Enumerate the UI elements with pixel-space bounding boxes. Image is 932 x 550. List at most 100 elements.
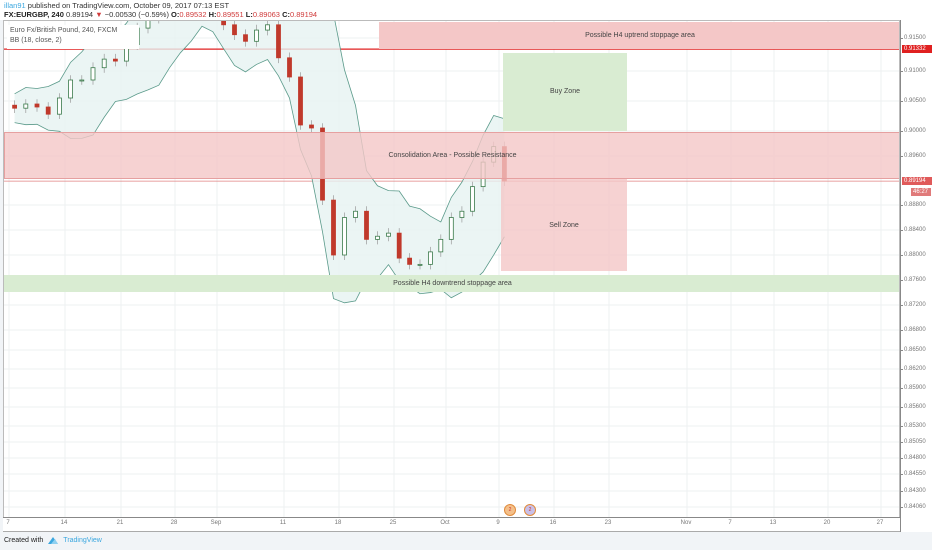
last-price: 0.89194 bbox=[65, 10, 94, 19]
bollinger-band-fill bbox=[14, 21, 505, 303]
last-price-tag: 0.89194 bbox=[902, 177, 932, 186]
candle bbox=[386, 232, 391, 237]
bar-countdown-tag: 46:27 bbox=[911, 188, 931, 197]
event-count: 2 bbox=[508, 507, 512, 513]
price-tick-label: 0.87200 bbox=[900, 302, 926, 308]
buy-zone-label: Buy Zone bbox=[550, 88, 580, 96]
sell-zone-label: Sell Zone bbox=[549, 221, 579, 229]
time-axis[interactable]: 7 14 21 28 Sep 11 18 25 Oct 9 16 23 Nov 7 13 20 27 bbox=[3, 517, 900, 532]
candle bbox=[407, 257, 413, 265]
candle bbox=[101, 58, 107, 69]
price-tick-label: 0.85600 bbox=[900, 404, 926, 410]
low-value: 0.89063 bbox=[252, 10, 280, 19]
price-axis[interactable]: 0.91332 0.89194 46:27 0.91500 0.91000 0.90… bbox=[900, 20, 932, 532]
candle bbox=[459, 210, 465, 218]
consolidation-zone[interactable]: Consolidation Area - Possible Resistance bbox=[4, 132, 899, 180]
price-tick-label: 0.84060 bbox=[900, 504, 926, 510]
eu-flag-event-icon[interactable]: 2 bbox=[524, 504, 536, 516]
price-tick-label: 0.86500 bbox=[900, 347, 926, 353]
legend-indicator[interactable]: BB (18, close, 2) bbox=[10, 37, 62, 44]
candle bbox=[232, 24, 237, 36]
candle bbox=[90, 67, 96, 81]
price-tick-label: 0.84550 bbox=[900, 471, 926, 477]
author-link[interactable]: illan91 bbox=[4, 1, 26, 10]
price-tick-label: 0.85900 bbox=[900, 385, 926, 391]
uk-flag-event-icon[interactable]: 2 bbox=[504, 504, 516, 516]
time-tick-label: 25 bbox=[389, 520, 397, 526]
close-label: C: bbox=[282, 10, 290, 19]
time-tick-label: 18 bbox=[334, 520, 342, 526]
time-tick-label: 16 bbox=[549, 520, 557, 526]
open-value: 0.89532 bbox=[179, 10, 207, 19]
buy-zone[interactable]: Buy Zone bbox=[503, 52, 627, 131]
footer: Created with TradingView bbox=[4, 536, 102, 545]
price-tick-label: 0.86200 bbox=[900, 366, 926, 372]
time-tick-label: 28 bbox=[170, 520, 178, 526]
publish-info: published on TradingView.com, October 09… bbox=[27, 1, 230, 10]
tradingview-brand-link[interactable]: TradingView bbox=[63, 537, 102, 544]
uptrend-stoppage-label: Possible H4 uptrend stoppage area bbox=[585, 31, 695, 39]
downtrend-stoppage-zone[interactable]: Possible H4 downtrend stoppage area bbox=[4, 275, 899, 292]
price-tick-label: 0.84300 bbox=[900, 488, 926, 494]
candle bbox=[68, 79, 73, 99]
downtrend-stoppage-label: Possible H4 downtrend stoppage area bbox=[393, 279, 512, 287]
candle bbox=[417, 263, 423, 266]
chart-legend: Euro Fx/British Pound, 240, FXCM BB (18,… bbox=[7, 25, 139, 49]
uptrend-stoppage-zone[interactable]: Possible H4 uptrend stoppage area bbox=[379, 21, 899, 50]
time-tick-label: 7 bbox=[6, 520, 10, 526]
low-label: L: bbox=[245, 10, 253, 19]
price-tick-label: 0.85050 bbox=[900, 439, 926, 445]
event-count: 2 bbox=[528, 507, 532, 513]
time-tick-label: 11 bbox=[279, 520, 287, 526]
candle bbox=[309, 124, 314, 129]
candle bbox=[364, 210, 369, 240]
candle bbox=[438, 238, 444, 253]
price-tick-label: 0.86800 bbox=[900, 327, 926, 333]
candle bbox=[79, 79, 85, 82]
time-tick-label: Nov bbox=[680, 520, 692, 526]
candle bbox=[145, 21, 151, 29]
candle bbox=[243, 34, 248, 42]
time-tick-label: Oct bbox=[440, 520, 450, 526]
tradingview-logo-icon bbox=[48, 537, 59, 544]
candle bbox=[12, 104, 18, 109]
candle bbox=[353, 210, 358, 218]
time-tick-label: 7 bbox=[728, 520, 732, 526]
price-tick-label: 0.90000 bbox=[900, 128, 926, 134]
candle bbox=[427, 251, 433, 265]
price-tick-label: 0.91500 bbox=[900, 35, 926, 41]
candle bbox=[276, 24, 281, 59]
publication-header: illan91 published on TradingView.com, Oc… bbox=[0, 0, 932, 20]
time-tick-label: 27 bbox=[876, 520, 884, 526]
candle bbox=[396, 232, 402, 259]
candle bbox=[342, 217, 347, 256]
candle bbox=[287, 57, 292, 78]
chart-canvas bbox=[4, 21, 899, 517]
price-tick-label: 0.88400 bbox=[900, 227, 926, 233]
legend-title: Euro Fx/British Pound, 240, FXCM bbox=[10, 27, 118, 34]
sell-zone[interactable]: Sell Zone bbox=[501, 179, 627, 272]
price-tick-label: 0.88800 bbox=[900, 202, 926, 208]
price-tick-label: 0.84800 bbox=[900, 455, 926, 461]
candle bbox=[57, 97, 62, 115]
price-tick-label: 0.91000 bbox=[900, 68, 926, 74]
candle bbox=[470, 186, 475, 212]
symbol: FX:EURGBP, 240 bbox=[4, 10, 64, 19]
price-tick-label: 0.89600 bbox=[900, 153, 926, 159]
candle bbox=[254, 29, 259, 42]
candle bbox=[331, 199, 336, 256]
candle bbox=[221, 21, 227, 26]
candle bbox=[113, 58, 118, 62]
time-tick-label: 20 bbox=[823, 520, 831, 526]
change: −0.00530 (−0.59%) bbox=[104, 10, 169, 19]
high-value: 0.89551 bbox=[216, 10, 244, 19]
triangle-down-icon: ▼ bbox=[95, 10, 103, 19]
time-tick-label: 21 bbox=[116, 520, 124, 526]
price-tick-label: 0.90500 bbox=[900, 98, 926, 104]
candle bbox=[23, 103, 29, 109]
open-label: O: bbox=[171, 10, 180, 19]
resistance-price-tag: 0.91332 bbox=[902, 45, 932, 54]
price-chart[interactable]: Euro Fx/British Pound, 240, FXCM BB (18,… bbox=[3, 20, 900, 518]
candle bbox=[265, 24, 270, 31]
price-tick-label: 0.85300 bbox=[900, 423, 926, 429]
